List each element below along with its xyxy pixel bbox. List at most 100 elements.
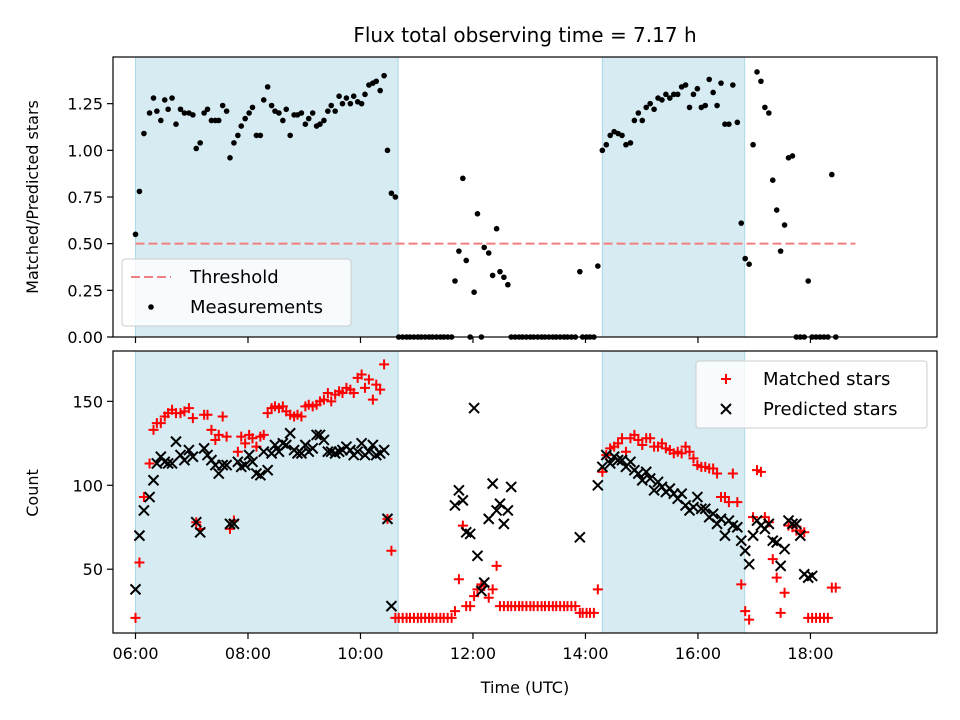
data-point	[155, 418, 166, 429]
data-point	[377, 87, 383, 94]
data-point	[194, 526, 206, 538]
data-point	[242, 115, 248, 122]
legend-box	[695, 360, 928, 429]
legend-measurements-label: Measurements	[190, 297, 323, 318]
data-point	[779, 587, 790, 598]
data-point	[358, 100, 365, 107]
data-point	[656, 438, 667, 449]
data-point	[667, 95, 673, 101]
data-point	[736, 579, 747, 590]
data-point	[789, 153, 796, 159]
data-point	[487, 584, 498, 595]
data-point	[481, 244, 488, 251]
data-point	[468, 402, 480, 414]
data-point	[298, 110, 305, 116]
data-point	[239, 459, 251, 471]
data-point	[629, 429, 640, 440]
data-point	[691, 491, 704, 503]
data-point	[471, 550, 484, 562]
data-point	[635, 110, 642, 116]
data-point	[731, 521, 744, 533]
bottom-axes-frame	[112, 350, 938, 634]
data-point	[465, 601, 476, 612]
legend-top: Threshold Measurements	[121, 258, 352, 327]
data-point	[373, 78, 380, 85]
data-point	[730, 82, 736, 88]
data-point	[378, 444, 390, 456]
data-point	[446, 612, 457, 623]
legend-matched-swatch	[721, 374, 731, 384]
data-point	[767, 554, 778, 565]
top-y-tick-label: 1.25	[67, 95, 103, 114]
x-tick-label: 08:00	[225, 644, 271, 663]
data-point	[161, 97, 168, 103]
x-axis-label: Time (UTC)	[480, 678, 569, 697]
data-point	[719, 529, 731, 542]
data-point	[277, 437, 289, 450]
data-point	[794, 529, 807, 542]
data-point	[688, 453, 699, 464]
data-point	[617, 433, 628, 444]
data-point	[305, 115, 312, 122]
data-point	[596, 461, 609, 473]
data-point	[215, 117, 222, 124]
data-point	[640, 466, 652, 478]
legend-predicted-label: Predicted stars	[763, 399, 897, 420]
top-y-tick-label: 0.25	[67, 281, 103, 300]
data-point	[758, 78, 764, 85]
x-tick-label: 12:00	[450, 644, 496, 663]
legend-matched-label: Matched stars	[763, 369, 890, 390]
data-point	[375, 384, 386, 395]
data-point	[264, 84, 271, 90]
data-point	[362, 91, 368, 98]
data-point	[141, 130, 147, 137]
data-point	[261, 464, 274, 476]
y-axis-label-top: Matched/Predicted stars	[23, 100, 42, 294]
data-point	[501, 274, 507, 281]
data-point	[333, 446, 345, 458]
data-point	[367, 394, 378, 405]
bottom-shaded-interval	[135, 351, 399, 633]
data-point	[240, 438, 251, 449]
data-point	[138, 492, 149, 503]
data-point	[337, 387, 348, 398]
data-point	[746, 261, 752, 268]
data-point	[158, 117, 164, 124]
data-point	[449, 606, 460, 617]
data-point	[708, 463, 719, 474]
data-point	[138, 504, 150, 517]
data-point	[781, 222, 788, 228]
data-point	[169, 95, 175, 101]
data-point	[471, 289, 477, 296]
data-point	[228, 518, 240, 530]
data-point	[718, 80, 724, 86]
data-point	[651, 106, 657, 113]
data-point	[213, 429, 224, 440]
data-point	[177, 106, 184, 113]
data-point	[624, 456, 637, 468]
data-point	[247, 433, 258, 444]
data-point	[452, 278, 458, 284]
data-point	[775, 607, 786, 618]
data-point	[243, 449, 255, 461]
data-point	[744, 614, 755, 625]
data-point	[497, 268, 503, 275]
data-point	[456, 248, 462, 254]
bottom-y-tick-label: 100	[72, 476, 103, 495]
data-point	[627, 140, 634, 146]
data-point	[723, 497, 734, 508]
data-point	[219, 102, 226, 109]
data-point	[739, 545, 751, 557]
data-point	[296, 411, 307, 422]
data-point	[328, 102, 335, 109]
data-point	[260, 97, 267, 103]
chart-title: Flux total observing time = 7.17 h	[353, 23, 696, 47]
data-point	[486, 477, 499, 490]
data-point	[134, 557, 145, 568]
data-point	[253, 132, 260, 139]
data-point	[317, 121, 323, 127]
data-point	[694, 85, 701, 92]
data-point	[231, 140, 237, 146]
data-point	[310, 429, 323, 441]
data-point	[710, 89, 716, 96]
